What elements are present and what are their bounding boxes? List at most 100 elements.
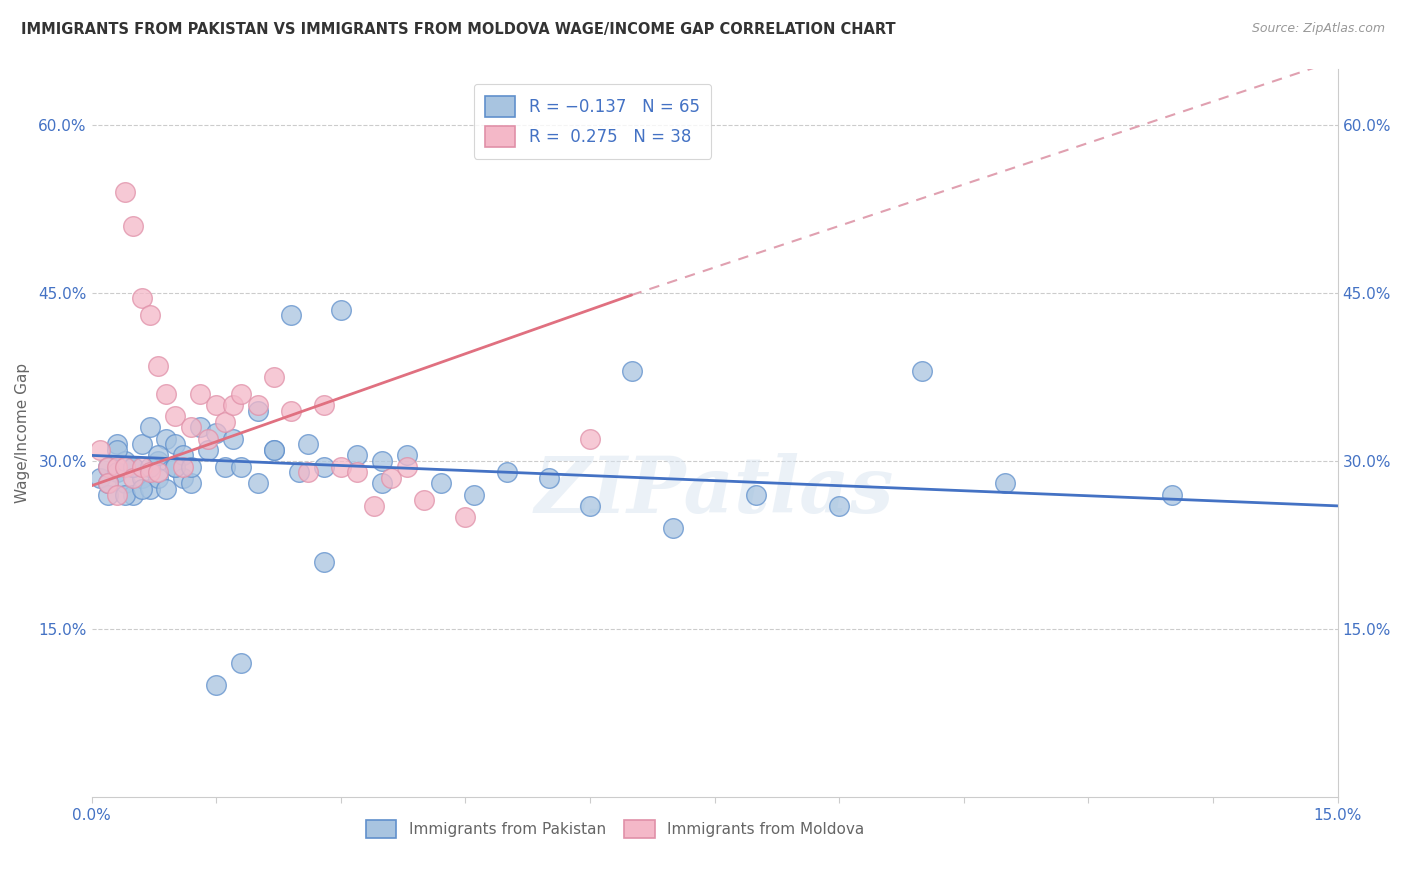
Point xyxy=(246,398,269,412)
Point xyxy=(329,459,352,474)
Point xyxy=(263,370,285,384)
Point xyxy=(139,420,162,434)
Point xyxy=(97,459,120,474)
Point xyxy=(371,454,394,468)
Point xyxy=(231,656,253,670)
Point xyxy=(346,449,368,463)
Point xyxy=(163,409,186,424)
Point xyxy=(146,465,169,479)
Point xyxy=(396,449,419,463)
Point xyxy=(413,493,436,508)
Y-axis label: Wage/Income Gap: Wage/Income Gap xyxy=(15,363,30,503)
Point xyxy=(180,476,202,491)
Point xyxy=(297,437,319,451)
Point xyxy=(363,499,385,513)
Point xyxy=(114,185,136,199)
Point xyxy=(579,432,602,446)
Point xyxy=(579,499,602,513)
Point xyxy=(463,488,485,502)
Point xyxy=(122,219,145,233)
Point xyxy=(205,425,228,440)
Point xyxy=(146,471,169,485)
Point xyxy=(188,386,211,401)
Point xyxy=(97,476,120,491)
Point xyxy=(155,386,177,401)
Point xyxy=(263,442,285,457)
Point xyxy=(146,359,169,373)
Point xyxy=(155,482,177,496)
Point xyxy=(105,465,128,479)
Point xyxy=(288,465,311,479)
Point xyxy=(454,510,477,524)
Point xyxy=(105,459,128,474)
Point xyxy=(114,454,136,468)
Point xyxy=(662,521,685,535)
Point xyxy=(214,415,236,429)
Point xyxy=(114,488,136,502)
Point xyxy=(114,459,136,474)
Point xyxy=(429,476,451,491)
Point xyxy=(380,471,402,485)
Point xyxy=(371,476,394,491)
Point xyxy=(314,398,336,412)
Point xyxy=(172,459,194,474)
Point xyxy=(172,449,194,463)
Point xyxy=(139,308,162,322)
Point xyxy=(180,420,202,434)
Point xyxy=(131,437,153,451)
Text: ZIPatlas: ZIPatlas xyxy=(534,453,894,530)
Point xyxy=(105,442,128,457)
Point xyxy=(139,465,162,479)
Point xyxy=(214,459,236,474)
Point xyxy=(139,459,162,474)
Point xyxy=(131,482,153,496)
Point xyxy=(222,432,245,446)
Point xyxy=(828,499,851,513)
Point xyxy=(994,476,1017,491)
Point xyxy=(131,471,153,485)
Point xyxy=(396,459,419,474)
Point xyxy=(496,465,519,479)
Point xyxy=(205,678,228,692)
Point xyxy=(1160,488,1182,502)
Point xyxy=(163,459,186,474)
Point xyxy=(163,437,186,451)
Point xyxy=(163,459,186,474)
Point xyxy=(911,364,934,378)
Point xyxy=(105,488,128,502)
Point xyxy=(122,459,145,474)
Point xyxy=(537,471,560,485)
Point xyxy=(146,454,169,468)
Point xyxy=(222,398,245,412)
Point xyxy=(197,432,219,446)
Point xyxy=(146,449,169,463)
Point xyxy=(188,420,211,434)
Point xyxy=(745,488,768,502)
Point xyxy=(131,459,153,474)
Point xyxy=(205,398,228,412)
Point xyxy=(180,459,202,474)
Point xyxy=(155,432,177,446)
Point xyxy=(114,476,136,491)
Point xyxy=(197,442,219,457)
Point xyxy=(280,308,302,322)
Point xyxy=(314,555,336,569)
Point xyxy=(97,459,120,474)
Point xyxy=(346,465,368,479)
Point xyxy=(97,488,120,502)
Point xyxy=(263,442,285,457)
Text: IMMIGRANTS FROM PAKISTAN VS IMMIGRANTS FROM MOLDOVA WAGE/INCOME GAP CORRELATION : IMMIGRANTS FROM PAKISTAN VS IMMIGRANTS F… xyxy=(21,22,896,37)
Legend: Immigrants from Pakistan, Immigrants from Moldova: Immigrants from Pakistan, Immigrants fro… xyxy=(360,814,870,845)
Point xyxy=(314,459,336,474)
Point xyxy=(297,465,319,479)
Point xyxy=(172,471,194,485)
Point xyxy=(89,471,111,485)
Point xyxy=(122,488,145,502)
Point xyxy=(131,292,153,306)
Point xyxy=(231,386,253,401)
Point xyxy=(280,403,302,417)
Point xyxy=(97,476,120,491)
Point xyxy=(122,459,145,474)
Point xyxy=(231,459,253,474)
Point xyxy=(620,364,643,378)
